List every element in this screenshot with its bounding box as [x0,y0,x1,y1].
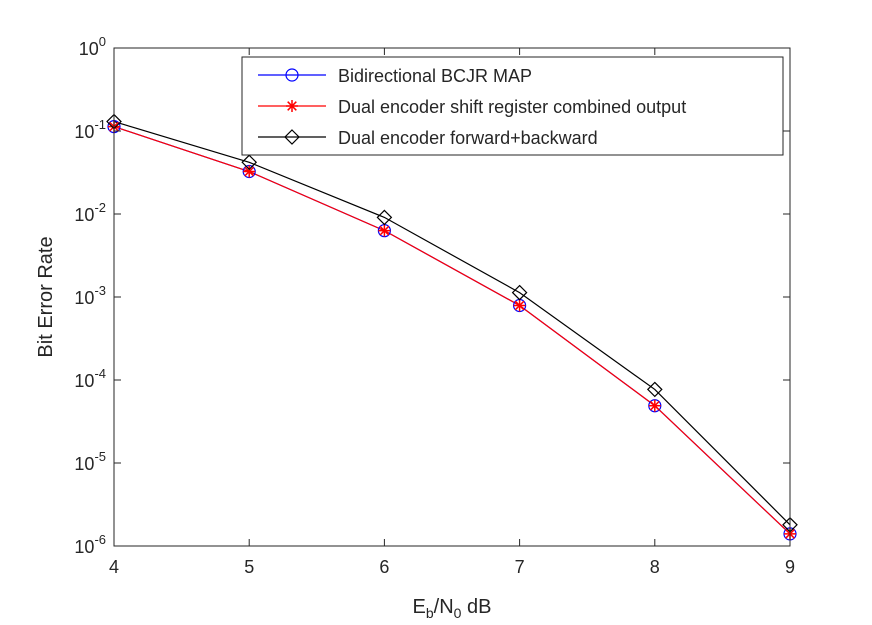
legend-box [241,56,784,156]
series-line-3 [113,120,791,526]
series-3-point [376,209,393,226]
series-2-point [648,399,661,412]
legend: Bidirectional BCJR MAP Dual encoder shift… [241,56,784,156]
y-tick-label: 10-3 [74,283,106,308]
legend-label-2: Dual encoder shift register combined out… [338,97,686,117]
series-3-point [241,154,258,171]
x-tick-label: 5 [244,557,254,577]
ticks-layer: 4 5 6 7 8 9 100 10-1 10-2 10-3 10-4 10-5 10-6 [74,34,795,577]
series-layer [106,113,798,541]
series-2-point [243,165,256,178]
x-axis-label: Eb/N0 dB [413,596,492,621]
x-tick-label: 6 [379,557,389,577]
x-tick-label: 9 [785,557,795,577]
y-tick-label: 10-1 [74,117,106,142]
series-line-2 [113,126,791,535]
series-3-point [646,381,663,398]
y-tick-label: 10-2 [74,200,106,225]
series-2-point [378,224,391,237]
y-tick-label: 10-5 [74,449,106,474]
y-tick-label: 10-6 [74,532,106,557]
series-3-point [511,284,528,301]
x-tick-label: 7 [515,557,525,577]
legend-label-1: Bidirectional BCJR MAP [338,66,532,86]
legend-marker-1 [285,68,299,82]
y-tick-label: 10-4 [74,366,106,391]
legend-marker-3 [284,129,300,145]
x-tick-label: 4 [109,557,119,577]
series-2-point [513,299,526,312]
legend-label-3: Dual encoder forward+backward [338,128,598,148]
y-tick-label: 100 [79,34,106,59]
legend-marker-2 [286,100,298,112]
x-tick-label: 8 [650,557,660,577]
y-axis-label: Bit Error Rate [35,236,57,357]
